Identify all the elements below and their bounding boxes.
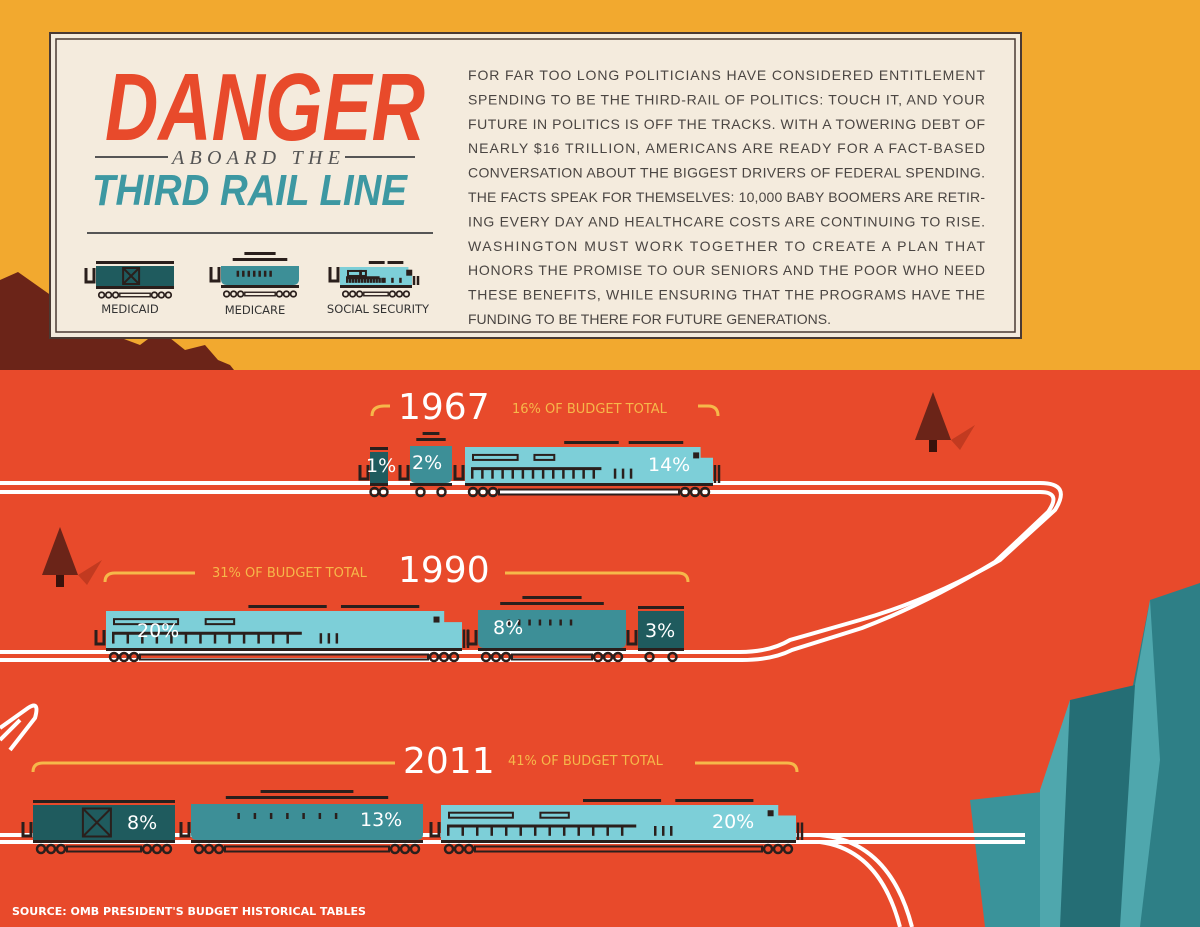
intro-panel: DANGER ABOARD THE THIRD RAIL LINE MEDICA… <box>49 32 1022 339</box>
medicaid-percent: 1% <box>366 455 396 477</box>
social-security-locomotive-2011 <box>429 799 804 855</box>
medicare-car-1967 <box>398 432 452 498</box>
intro-line: THESE BENEFITS, WHILE ENSURING THAT THE … <box>468 287 985 303</box>
legend-social-security: SOCIAL SECURITY <box>327 302 430 316</box>
medicare-car-1990 <box>466 596 626 663</box>
medicare-percent: 8% <box>493 617 523 639</box>
social-security-percent: 14% <box>648 454 690 476</box>
year-2011-group: 2011 41% OF BUDGET TOTAL 8% 13% 20% <box>127 741 754 834</box>
year-label: 2011 <box>403 741 495 782</box>
medicaid-car-1967 <box>358 447 389 498</box>
trains <box>21 404 804 855</box>
intro-line: CONVERSATION ABOUT THE BIGGEST DRIVERS O… <box>468 165 985 181</box>
medicare-car-2011 <box>179 790 423 855</box>
mountain <box>0 272 242 380</box>
intro-line: SPENDING TO BE THE THIRD-RAIL OF POLITIC… <box>468 91 985 107</box>
medicaid-percent: 3% <box>645 620 675 642</box>
year-1990-group: 1990 31% OF BUDGET TOTAL 20% 8% 3% <box>137 550 675 642</box>
bracket <box>370 404 720 417</box>
medicare-percent: 13% <box>360 809 402 831</box>
title-aboard-the: ABOARD THE <box>170 147 340 169</box>
year-label: 1967 <box>398 387 490 428</box>
cliffs <box>970 583 1200 927</box>
social-security-percent: 20% <box>712 811 754 833</box>
medicaid-car-1990 <box>626 606 684 663</box>
bracket <box>103 571 690 583</box>
source-note: SOURCE: OMB PRESIDENT'S BUDGET HISTORICA… <box>12 905 366 918</box>
legend-medicaid: MEDICAID <box>101 302 159 316</box>
title-third-rail-line: THIRD RAIL LINE <box>92 166 408 215</box>
social-security-locomotive-1967 <box>453 441 721 498</box>
intro-line: FUTURE IN POLITICS IS OFF THE TRACKS. WI… <box>468 116 985 132</box>
title-danger: DANGER <box>105 54 425 161</box>
tree-icon <box>915 392 975 452</box>
intro-line: WASHINGTON MUST WORK TOGETHER TO CREATE … <box>468 238 985 254</box>
intro-line: THE FACTS SPEAK FOR THEMSELVES: 10,000 B… <box>468 189 985 205</box>
medicaid-car-2011 <box>21 800 175 855</box>
medicaid-percent: 8% <box>127 812 157 834</box>
intro-text: FOR FAR TOO LONG POLITICIANS HAVE CONSID… <box>468 67 985 327</box>
locomotive-icon <box>328 261 420 298</box>
year-1967-group: 1967 16% OF BUDGET TOTAL 1% 2% 14% <box>366 387 690 477</box>
budget-total-label: 31% OF BUDGET TOTAL <box>212 566 368 581</box>
social-security-percent: 20% <box>137 620 179 642</box>
medicare-percent: 2% <box>412 452 442 474</box>
social-security-locomotive-1990 <box>94 605 470 663</box>
intro-line: FUNDING TO BE THERE FOR FUTURE GENERATIO… <box>468 311 831 327</box>
intro-line: ING EVERY DAY AND HEALTHCARE COSTS ARE C… <box>468 213 985 229</box>
boxcar-icon <box>84 261 174 299</box>
legend-medicare: MEDICARE <box>225 303 286 317</box>
passenger-car-icon <box>209 252 299 298</box>
intro-line: FOR FAR TOO LONG POLITICIANS HAVE CONSID… <box>468 67 985 83</box>
year-label: 1990 <box>398 550 490 591</box>
budget-total-label: 16% OF BUDGET TOTAL <box>512 402 668 417</box>
intro-line: NEARLY $16 TRILLION, AMERICANS ARE READY… <box>468 140 985 156</box>
intro-line: HONORS THE PROMISE TO OUR SENIORS AND TH… <box>468 262 985 278</box>
budget-total-label: 41% OF BUDGET TOTAL <box>508 754 664 769</box>
bracket <box>31 761 799 773</box>
tree-icon <box>42 527 102 587</box>
